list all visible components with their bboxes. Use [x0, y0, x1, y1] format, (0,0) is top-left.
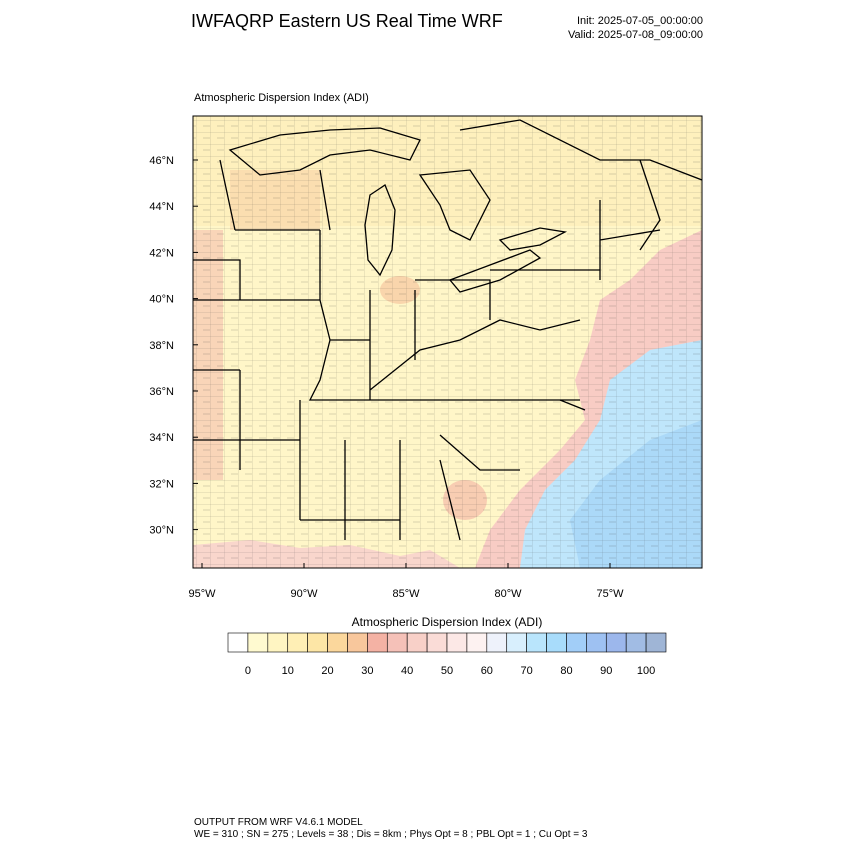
- colorbar-title: Atmospheric Dispersion Index (ADI): [352, 615, 543, 629]
- lat-label: 38°N: [149, 340, 174, 352]
- title: IWFAQRP Eastern US Real Time WRF: [191, 11, 503, 31]
- lat-label: 46°N: [149, 155, 174, 167]
- lat-label: 44°N: [149, 201, 174, 213]
- colorbar-tick-label: 60: [481, 665, 493, 677]
- lon-label: 80°W: [494, 588, 522, 600]
- lon-label: 90°W: [290, 588, 318, 600]
- colorbar-swatch: [506, 632, 527, 653]
- map-label: Atmospheric Dispersion Index (ADI): [194, 92, 369, 104]
- map: 46°N 44°N 42°N 40°N 38°N 36°N 34°N 32°N 30°N 95°W…: [149, 115, 703, 600]
- lat-label: 32°N: [149, 478, 174, 490]
- colorbar-swatch: [386, 632, 408, 653]
- footer-line: WE = 310 ; SN = 275 ; Levels = 38 ; Dis …: [194, 829, 588, 840]
- lat-label: 42°N: [149, 247, 174, 259]
- colorbar-swatch: [546, 632, 567, 653]
- colorbar: 0 10 20 30 40 50 60 70 80 90 100: [227, 632, 667, 677]
- lon-label: 95°W: [188, 588, 216, 600]
- lat-label: 40°N: [149, 294, 174, 306]
- colorbar-tick-label: 10: [282, 665, 294, 677]
- colorbar-tick-label: 0: [245, 665, 251, 677]
- colorbar-swatch: [526, 632, 547, 653]
- colorbar-swatch: [605, 632, 627, 653]
- colorbar-swatch: [247, 632, 269, 653]
- colorbar-tick-label: 70: [521, 665, 533, 677]
- colorbar-swatch: [267, 632, 289, 653]
- colorbar-swatch: [566, 632, 587, 653]
- colorbar-tick-label: 40: [401, 665, 413, 677]
- footer-line: OUTPUT FROM WRF V4.6.1 MODEL: [194, 817, 363, 828]
- valid-time: Valid: 2025-07-08_09:00:00: [568, 29, 703, 41]
- colorbar-swatch: [426, 632, 448, 653]
- colorbar-swatch: [227, 632, 249, 653]
- lon-label: 75°W: [596, 588, 624, 600]
- colorbar-swatch: [287, 632, 308, 653]
- lat-label: 34°N: [149, 432, 174, 444]
- lon-label: 85°W: [392, 588, 420, 600]
- colorbar-tick-label: 90: [600, 665, 612, 677]
- colorbar-swatch: [446, 632, 468, 653]
- colorbar-tick-label: 50: [441, 665, 453, 677]
- lat-label: 30°N: [149, 525, 174, 537]
- colorbar-swatch: [307, 632, 328, 653]
- lat-label: 36°N: [149, 386, 174, 398]
- colorbar-swatch: [586, 632, 607, 653]
- colorbar-swatch: [486, 632, 508, 653]
- colorbar-swatch: [625, 632, 647, 653]
- colorbar-swatch: [466, 632, 488, 653]
- colorbar-swatch: [347, 632, 368, 653]
- colorbar-tick-label: 100: [637, 665, 655, 677]
- colorbar-tick-label: 30: [361, 665, 373, 677]
- colorbar-tick-label: 80: [560, 665, 572, 677]
- colorbar-swatch: [327, 632, 348, 653]
- colorbar-swatch: [406, 632, 428, 653]
- colorbar-swatch: [645, 632, 667, 653]
- init-time: Init: 2025-07-05_00:00:00: [577, 15, 703, 27]
- colorbar-swatch: [367, 632, 388, 653]
- colorbar-tick-label: 20: [321, 665, 333, 677]
